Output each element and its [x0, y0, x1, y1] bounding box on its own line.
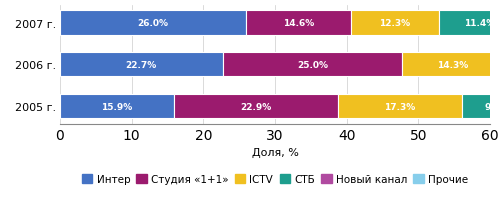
X-axis label: Доля, %: Доля, % — [252, 148, 298, 158]
Text: 9.8%: 9.8% — [484, 102, 500, 111]
Bar — [351, 11, 439, 35]
Bar — [60, 95, 174, 119]
Bar — [246, 11, 351, 35]
Bar — [462, 95, 500, 119]
Legend: Интер, Студия «1+1», ICTV, СТБ, Новый канал, Прочие: Интер, Студия «1+1», ICTV, СТБ, Новый ка… — [82, 174, 468, 184]
Text: 11.4%: 11.4% — [464, 19, 496, 28]
Text: 15.9%: 15.9% — [102, 102, 132, 111]
Bar — [402, 53, 500, 77]
Text: 12.3%: 12.3% — [380, 19, 410, 28]
Text: 14.6%: 14.6% — [283, 19, 314, 28]
Bar — [222, 53, 402, 77]
Text: 25.0%: 25.0% — [297, 61, 328, 69]
Bar — [439, 11, 500, 35]
Bar — [60, 11, 246, 35]
Text: 22.9%: 22.9% — [240, 102, 272, 111]
Text: 14.3%: 14.3% — [438, 61, 468, 69]
Bar — [338, 95, 462, 119]
Bar — [174, 95, 338, 119]
Text: 22.7%: 22.7% — [126, 61, 157, 69]
Text: 26.0%: 26.0% — [138, 19, 168, 28]
Text: 17.3%: 17.3% — [384, 102, 416, 111]
Bar — [60, 53, 222, 77]
